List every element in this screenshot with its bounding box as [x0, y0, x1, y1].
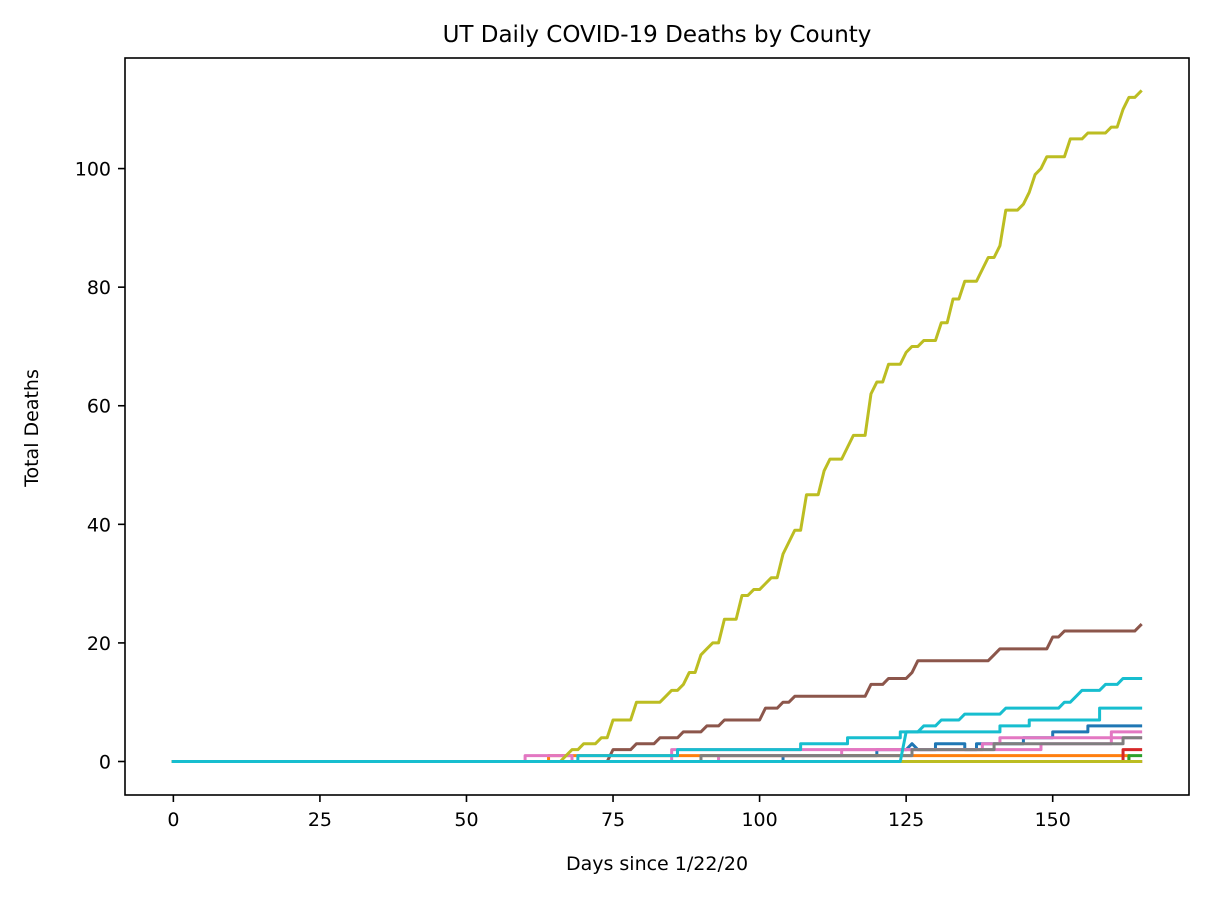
chart-title: UT Daily COVID-19 Deaths by County: [443, 22, 872, 48]
series-layer: [171, 89, 1143, 763]
y-tick-label: 20: [87, 633, 111, 655]
series-line-9: [171, 89, 1143, 763]
y-tick-label: 100: [75, 159, 111, 181]
x-tick-label: 150: [1035, 809, 1071, 831]
series-line-11: [171, 706, 1143, 763]
series-line-8: [171, 736, 1143, 763]
x-tick-label: 125: [888, 809, 924, 831]
x-axis: 0 25 50 75 100 125 150: [167, 795, 1071, 831]
x-axis-label: Days since 1/22/20: [566, 853, 748, 875]
series-line-0: [171, 724, 1143, 763]
x-tick-label: 50: [454, 809, 478, 831]
y-tick-label: 0: [99, 752, 111, 774]
series-line-12: [171, 676, 1143, 763]
x-tick-label: 25: [308, 809, 332, 831]
y-axis: 0 20 40 60 80 100: [75, 159, 125, 774]
x-tick-label: 75: [601, 809, 625, 831]
y-tick-label: 80: [87, 277, 111, 299]
y-tick-label: 60: [87, 396, 111, 418]
y-axis-label: Total Deaths: [21, 369, 43, 488]
x-tick-label: 100: [741, 809, 777, 831]
x-tick-label: 0: [167, 809, 179, 831]
plot-frame: [124, 57, 1190, 796]
series-line-5: [171, 623, 1143, 763]
y-tick-label: 40: [87, 514, 111, 536]
